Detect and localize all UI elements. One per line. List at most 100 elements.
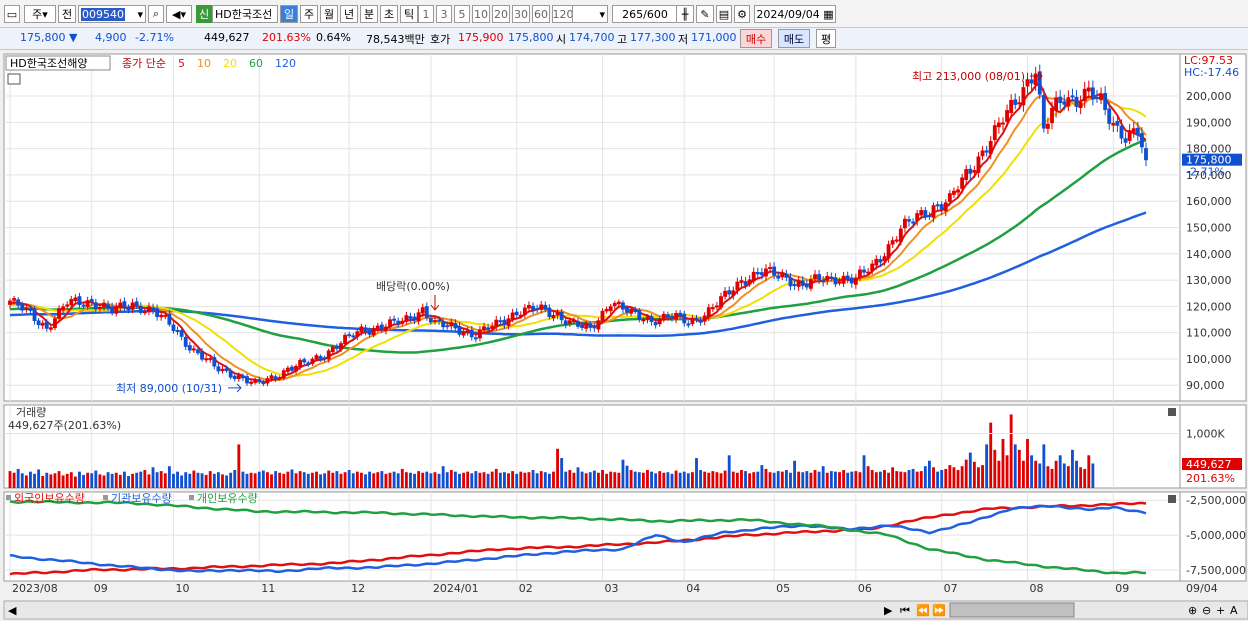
period-button-3[interactable]: 년 [340, 5, 358, 23]
scroll-left-icon: ◀ [8, 604, 17, 617]
interval-button-0[interactable]: 1 [418, 5, 434, 23]
candle-icon[interactable]: ╫ [676, 5, 694, 23]
candle-body [522, 307, 527, 315]
candle-body [984, 150, 989, 153]
volume-bar [41, 476, 45, 488]
volume-bar [417, 471, 421, 488]
candle-body [1103, 92, 1108, 110]
candle-body [694, 317, 699, 321]
period-button-5[interactable]: 초 [380, 5, 398, 23]
volume-bar [556, 448, 559, 488]
period-button-1[interactable]: 주 [300, 5, 318, 23]
current-price-label: 175,800 [1186, 154, 1232, 167]
tools-icon[interactable]: ✎ [696, 5, 714, 23]
candle-body [1111, 122, 1116, 126]
period-button-6[interactable]: 틱 [400, 5, 418, 23]
volume-bar [470, 473, 474, 488]
volume-bar [646, 470, 649, 488]
volume-bar [662, 472, 666, 488]
price-y-tick: 150,000 [1186, 222, 1232, 235]
interval-button-1[interactable]: 3 [436, 5, 452, 23]
candle-body [28, 308, 33, 311]
stock-name-field[interactable]: HD한국조선 [212, 5, 278, 23]
volume-bar [633, 471, 637, 488]
count-field[interactable]: 265/600 [612, 5, 678, 23]
candle-body [563, 320, 568, 325]
volume-bar [927, 460, 931, 488]
period-button-0[interactable]: 일 [280, 5, 298, 23]
date-field[interactable]: 2024/09/04 ▦ [754, 5, 836, 23]
candle-body [674, 313, 678, 320]
candle-body [723, 290, 728, 297]
ma-legend-20: 20 [223, 57, 237, 70]
search-icon[interactable]: ⌕ [148, 5, 164, 23]
volume-bar [335, 471, 339, 488]
candle-body [134, 301, 139, 306]
candle-body [661, 313, 666, 321]
buy-button[interactable]: 매수 [740, 29, 772, 48]
interval-button-4[interactable]: 20 [492, 5, 510, 23]
price-y-tick: 100,000 [1186, 353, 1232, 366]
interval-button-7[interactable]: 120 [552, 5, 574, 23]
period-select[interactable]: 주 ▾ [24, 5, 56, 23]
volume-bar [903, 472, 907, 488]
window-icon[interactable]: ▭ [4, 5, 20, 23]
volume-bar [1075, 460, 1078, 488]
candle-body [12, 298, 17, 301]
candle-body [48, 327, 53, 330]
candle-body [1041, 94, 1046, 129]
speaker-icon[interactable]: ◀▾ [166, 5, 192, 23]
candle-body [273, 376, 278, 380]
volume-bar [850, 471, 854, 488]
candle-body [126, 308, 131, 311]
volume-bar [678, 472, 682, 488]
volume-bar [1050, 468, 1054, 488]
price-y-tick: 180,000 [1186, 143, 1232, 156]
volume-bar [208, 471, 212, 488]
interval-button-6[interactable]: 60 [532, 5, 550, 23]
volume-bar [176, 471, 179, 488]
candle-body [175, 330, 180, 333]
volume-bar [458, 473, 461, 488]
volume-bar [977, 467, 980, 488]
code-input[interactable]: 009540 ▾ [78, 5, 146, 23]
prev-button[interactable]: 전 [58, 5, 76, 23]
volume-bar [16, 468, 20, 488]
volume-subtitle: 449,627주(201.63%) [8, 419, 121, 432]
volume-bar [952, 467, 956, 488]
candle-body [751, 271, 756, 282]
volume-bar [274, 471, 278, 488]
chart-area[interactable]: 200,000 190,000 180,000 170,000 160,000 150,0… [0, 50, 1248, 621]
candle-body [392, 318, 397, 321]
volume-bar [1021, 460, 1025, 488]
period-button-2[interactable]: 월 [320, 5, 338, 23]
ask-value: 175,900 [458, 31, 504, 44]
sell-button[interactable]: 매도 [778, 29, 810, 48]
candle-body [849, 277, 854, 284]
candle-body [1066, 97, 1071, 107]
interval-button-2[interactable]: 5 [454, 5, 470, 23]
volume-bar [686, 473, 690, 488]
blank-select[interactable]: ▾ [572, 5, 608, 23]
candle-body [428, 318, 433, 323]
volume-bar [576, 467, 580, 488]
interval-button-5[interactable]: 30 [512, 5, 530, 23]
candle-body [976, 156, 981, 173]
save-icon[interactable]: ▤ [716, 5, 732, 23]
candle-body [616, 301, 621, 305]
interval-button-3[interactable]: 10 [472, 5, 490, 23]
eval-button[interactable]: 평 [816, 29, 836, 48]
volume-bar [899, 471, 903, 488]
candle-body [952, 190, 956, 195]
candle-body [281, 370, 286, 379]
x-axis-label: 02 [519, 582, 533, 595]
volume-bar [327, 470, 331, 488]
volume-bar [780, 471, 784, 488]
period-button-4[interactable]: 분 [360, 5, 378, 23]
candle-body [1013, 99, 1018, 105]
volume-bar [347, 470, 351, 488]
holding-y-tick: -7,500,000 [1186, 564, 1246, 577]
candle-body [44, 321, 49, 329]
candle-body [122, 301, 127, 309]
gear-icon[interactable]: ⚙ [734, 5, 750, 23]
